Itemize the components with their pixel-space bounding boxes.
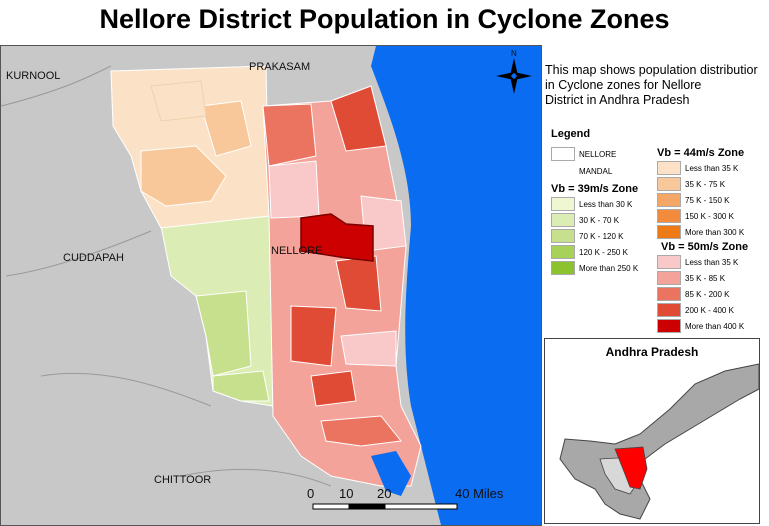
legend-label: 35 K - 75 K <box>685 180 726 189</box>
north-arrow-icon: N <box>496 49 532 94</box>
legend-label: 200 K - 400 K <box>685 306 734 315</box>
zone-50-mandal <box>262 103 317 167</box>
label-cuddapah: CUDDAPAH <box>63 252 124 264</box>
district-border <box>40 372 212 407</box>
map-description: This map shows population distributior i… <box>545 63 767 108</box>
nellore-mandal[interactable] <box>300 213 374 262</box>
legend-swatch <box>551 261 575 275</box>
legend-swatch <box>657 287 681 301</box>
zone-39-mandal <box>212 370 270 402</box>
zone-50-mandal <box>290 305 337 367</box>
legend-heading: Legend <box>551 128 591 140</box>
district-border <box>1 65 112 107</box>
main-map[interactable]: KURNOOL PRAKASAM CUDDAPAH NELLORE CHITTO… <box>0 45 542 526</box>
map-title: Nellore District Population in Cyclone Z… <box>99 4 670 34</box>
zone-44-mandal <box>150 80 207 122</box>
inset-canvas <box>559 363 759 520</box>
label-chittoor: CHITTOOR <box>154 474 211 486</box>
legend-label-mandal: MANDAL <box>579 167 613 176</box>
legend-label: 150 K - 300 K <box>685 212 734 221</box>
district-border <box>180 468 332 487</box>
legend-swatch <box>657 177 681 191</box>
legend-swatch <box>551 197 575 211</box>
pulicat-lagoon <box>371 451 411 496</box>
zone-39-title: Vb = 39m/s Zone <box>551 183 639 195</box>
legend-label: More than 300 K <box>685 228 745 237</box>
andhra-pradesh-shape <box>559 363 759 520</box>
district-border <box>5 230 152 277</box>
legend-label: 120 K - 250 K <box>579 248 628 257</box>
legend-label: More than 400 K <box>685 322 745 331</box>
description-line: in Cyclone zones for Nellore <box>545 78 702 92</box>
zone-50-mandal <box>340 330 397 367</box>
legend-label: 75 K - 150 K <box>685 196 730 205</box>
legend-label: Less than 30 K <box>579 200 633 209</box>
zone-50-mandal <box>330 85 387 152</box>
zone-50-title: Vb = 50m/s Zone <box>661 241 749 253</box>
scale-bar: 0 10 20 40 Miles <box>307 486 504 510</box>
label-kurnool: KURNOOL <box>6 70 60 82</box>
legend-label: Less than 35 K <box>685 164 739 173</box>
legend-swatch <box>657 255 681 269</box>
legend-label-nellore: NELLORE <box>579 150 617 159</box>
scale-tick-10: 10 <box>339 486 353 501</box>
zone-50-mandal <box>320 415 402 447</box>
legend-label: 70 K - 120 K <box>579 232 624 241</box>
legend-swatch-nellore <box>551 147 575 161</box>
zone-44-mandal <box>140 145 227 207</box>
legend-swatch <box>551 213 575 227</box>
legend-label: More than 250 K <box>579 264 639 273</box>
legend-swatch <box>657 193 681 207</box>
legend-swatch <box>657 161 681 175</box>
legend-swatch <box>657 209 681 223</box>
legend-label: 30 K - 70 K <box>579 216 620 225</box>
label-prakasam: PRAKASAM <box>249 61 310 73</box>
description-line: District in Andhra Pradesh <box>545 93 690 107</box>
zone-50-mandal <box>268 160 320 219</box>
legend-swatch <box>551 245 575 259</box>
zone-50-mandal <box>310 370 357 407</box>
zone-44-title: Vb = 44m/s Zone <box>657 147 745 159</box>
zone-39-mandal <box>195 290 252 377</box>
scale-tick-20: 20 <box>377 486 391 501</box>
legend-label: 35 K - 85 K <box>685 274 726 283</box>
legend-swatch <box>657 303 681 317</box>
scale-tick-0: 0 <box>307 486 314 501</box>
legend-label: 85 K - 200 K <box>685 290 730 299</box>
north-label: N <box>511 49 517 58</box>
map-canvas: KURNOOL PRAKASAM CUDDAPAH NELLORE CHITTO… <box>1 46 541 525</box>
legend-label: Less than 35 K <box>685 258 739 267</box>
legend-swatch <box>657 225 681 239</box>
inset-map[interactable]: Andhra Pradesh <box>544 338 760 524</box>
legend-swatch <box>657 319 681 333</box>
legend-swatch <box>551 229 575 243</box>
legend-swatch <box>657 271 681 285</box>
inset-nellore-highlight <box>614 446 648 490</box>
bay-of-bengal <box>371 46 541 525</box>
description-line: This map shows population distributior <box>545 63 758 77</box>
scale-tick-40: 40 Miles <box>455 486 504 501</box>
inset-title: Andhra Pradesh <box>605 345 699 359</box>
legend: Legend NELLORE MANDAL Vb = 39m/s Zone Le… <box>545 125 767 333</box>
zone-44-mandal <box>200 100 252 157</box>
label-nellore: NELLORE <box>271 245 322 257</box>
